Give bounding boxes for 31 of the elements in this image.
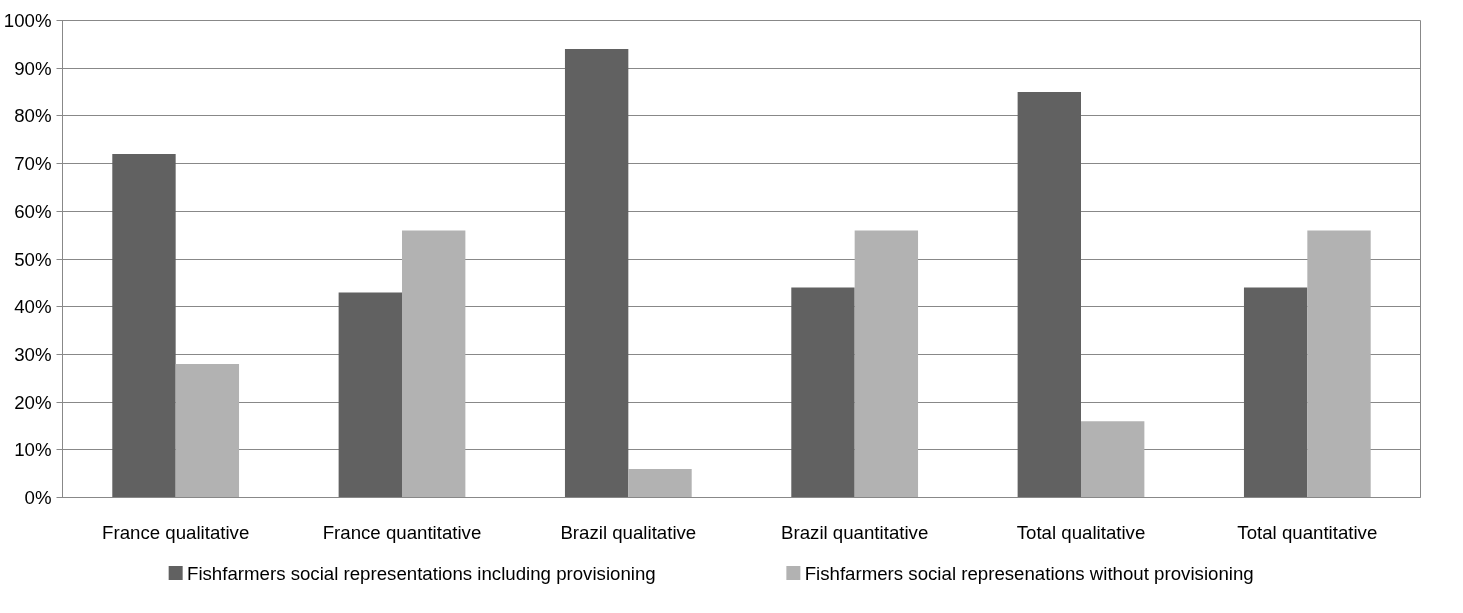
x-tick-label: France qualitative	[102, 521, 250, 543]
y-tick-label: 20%	[14, 391, 52, 413]
y-tick-label: 60%	[14, 200, 52, 222]
y-tick-label: 30%	[14, 343, 52, 365]
bar	[1017, 92, 1081, 498]
x-tick-label: France quantitative	[322, 521, 482, 543]
y-tick-label: 0%	[24, 487, 52, 508]
y-tick-label: 70%	[14, 153, 52, 175]
bar	[112, 154, 176, 498]
y-tick-label: 90%	[14, 57, 52, 79]
bar	[338, 292, 402, 498]
bar	[791, 287, 855, 498]
y-tick-label: 50%	[14, 248, 52, 270]
x-tick-label: Total qualitative	[1016, 521, 1146, 543]
bar	[1081, 421, 1145, 498]
bar	[1243, 287, 1308, 498]
legend-label: Fishfarmers social representations including provisioning	[186, 562, 656, 584]
y-tick-label: 80%	[14, 105, 52, 127]
x-tick-label: Brazil quantitative	[781, 521, 929, 543]
legend-label: Fishfarmers social represenations without provisioning	[804, 562, 1254, 584]
y-tick-label: 10%	[14, 439, 52, 461]
bar	[854, 230, 919, 498]
bar	[402, 230, 466, 498]
y-tick-label: 40%	[14, 296, 52, 318]
x-tick-label: Brazil qualitative	[560, 521, 697, 543]
x-tick-label: Total quantitative	[1237, 521, 1378, 543]
bar	[175, 363, 240, 498]
bar	[1307, 230, 1371, 498]
bar	[628, 468, 692, 498]
bar	[564, 49, 629, 498]
y-tick-label: 100%	[3, 10, 52, 31]
